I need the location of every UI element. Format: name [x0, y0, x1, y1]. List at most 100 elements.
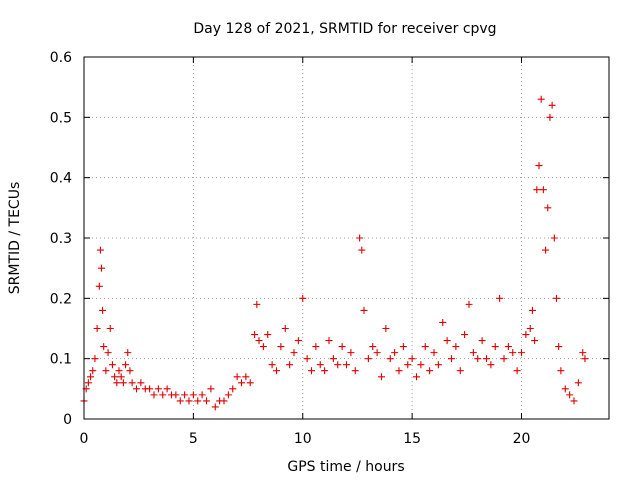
- data-point: [122, 361, 130, 369]
- data-point: [203, 397, 210, 405]
- data-point: [513, 367, 521, 375]
- data-point: [469, 349, 477, 357]
- data-point: [294, 337, 302, 345]
- data-point: [399, 343, 407, 351]
- data-point: [290, 349, 298, 357]
- data-point: [539, 186, 547, 194]
- data-point: [478, 337, 486, 345]
- data-point: [259, 343, 267, 351]
- data-point: [542, 246, 550, 254]
- y-tick-label: 0.5: [50, 110, 72, 126]
- data-point: [544, 204, 552, 212]
- y-tick-label: 0: [63, 412, 72, 428]
- data-point: [233, 373, 241, 381]
- data-point: [194, 397, 202, 405]
- data-point: [100, 343, 108, 351]
- data-point: [102, 367, 110, 375]
- data-point: [358, 246, 366, 254]
- data-point: [550, 234, 558, 242]
- data-point: [483, 355, 490, 363]
- data-point: [581, 355, 589, 363]
- data-point: [181, 391, 189, 399]
- data-point: [500, 355, 508, 363]
- data-point: [308, 367, 315, 375]
- gridlines: [84, 57, 609, 419]
- data-point: [312, 343, 320, 351]
- data-point: [95, 282, 103, 290]
- data-point: [211, 403, 219, 411]
- data-point: [126, 367, 134, 375]
- data-point: [242, 373, 250, 381]
- data-point: [229, 385, 237, 393]
- data-point: [430, 349, 438, 357]
- data-point: [119, 379, 127, 387]
- data-point: [360, 306, 368, 314]
- data-point: [395, 367, 403, 375]
- x-tick-label: 0: [80, 431, 89, 447]
- data-point: [533, 186, 541, 194]
- data-point: [404, 361, 412, 369]
- data-point: [253, 300, 261, 308]
- data-point: [117, 373, 125, 381]
- y-tick-label: 0.1: [50, 352, 72, 368]
- data-point: [434, 361, 442, 369]
- data-point: [124, 349, 132, 357]
- plot-frame: [83, 56, 610, 420]
- data-point: [548, 101, 556, 109]
- data-point: [113, 379, 121, 387]
- data-point: [325, 337, 333, 345]
- data-point: [522, 331, 530, 339]
- data-point: [93, 325, 101, 332]
- data-point: [509, 349, 517, 357]
- data-point: [579, 349, 587, 357]
- data-point: [557, 367, 565, 375]
- data-point: [465, 300, 473, 308]
- data-point: [531, 337, 539, 345]
- data-point: [426, 367, 434, 375]
- data-point: [417, 361, 425, 369]
- data-point: [115, 367, 123, 375]
- data-point: [286, 361, 294, 369]
- data-point: [133, 385, 140, 393]
- data-point: [238, 379, 245, 387]
- x-tick-label: 10: [294, 431, 312, 447]
- data-point: [111, 373, 119, 381]
- data-point: [456, 367, 464, 375]
- y-tick-label: 0.3: [50, 231, 72, 247]
- data-points: [80, 95, 589, 411]
- data-point: [421, 343, 429, 351]
- x-axis-label: GPS time / hours: [287, 459, 404, 475]
- data-point: [364, 355, 372, 363]
- data-point: [439, 318, 447, 326]
- data-point: [154, 385, 162, 393]
- data-point: [338, 343, 346, 351]
- data-point: [159, 391, 167, 399]
- data-point: [474, 355, 482, 363]
- data-point: [347, 349, 355, 357]
- data-point: [251, 331, 259, 339]
- data-point: [408, 355, 416, 363]
- data-point: [413, 373, 420, 381]
- data-point: [526, 325, 534, 332]
- x-tick-label: 20: [513, 431, 531, 447]
- data-point: [391, 349, 399, 357]
- data-point: [108, 361, 116, 369]
- data-point: [98, 264, 105, 272]
- data-point: [299, 294, 307, 302]
- data-point: [96, 246, 104, 254]
- data-point: [382, 325, 390, 332]
- data-point: [555, 343, 563, 351]
- data-point: [255, 337, 263, 345]
- data-point: [176, 397, 184, 405]
- data-point: [518, 349, 525, 357]
- y-tick-label: 0.2: [50, 291, 72, 307]
- data-point: [264, 331, 272, 339]
- data-point: [220, 397, 228, 405]
- data-point: [378, 373, 385, 381]
- data-point: [277, 343, 285, 351]
- data-point: [496, 294, 504, 302]
- data-point: [163, 385, 171, 393]
- data-point: [461, 331, 469, 339]
- data-point: [207, 385, 215, 393]
